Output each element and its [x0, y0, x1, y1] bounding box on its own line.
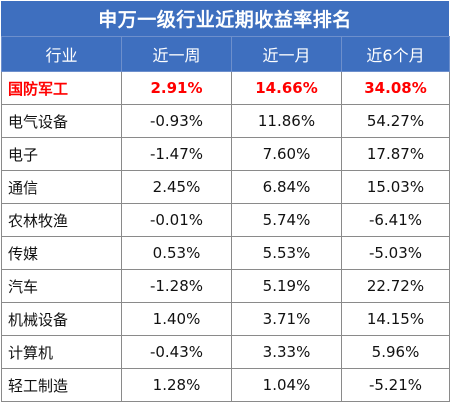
table-row: 传媒 0.53% 5.53% -5.03%	[1, 236, 450, 270]
cell-industry: 农林牧渔	[1, 203, 122, 237]
cell-half-year: 15.03%	[341, 170, 450, 204]
table-row: 计算机 -0.43% 3.33% 5.96%	[1, 335, 450, 369]
cell-industry: 通信	[1, 170, 122, 204]
cell-month: 3.71%	[231, 302, 342, 336]
cell-month: 5.19%	[231, 269, 342, 303]
table-title: 申万一级行业近期收益率排名	[1, 1, 449, 36]
cell-half-year: 17.87%	[341, 137, 450, 171]
cell-week: -0.93%	[121, 104, 232, 138]
cell-week: 0.53%	[121, 236, 232, 270]
cell-half-year: 5.96%	[341, 335, 450, 369]
cell-industry: 电子	[1, 137, 122, 171]
industry-return-table: 行业 近一周 近一月 近6个月 国防军工 2.91% 14.66% 34.08%…	[1, 36, 450, 402]
cell-week: 2.91%	[121, 71, 232, 105]
cell-half-year: 14.15%	[341, 302, 450, 336]
cell-industry: 传媒	[1, 236, 122, 270]
table-row: 机械设备 1.40% 3.71% 14.15%	[1, 302, 450, 336]
table-row: 电气设备 -0.93% 11.86% 54.27%	[1, 104, 450, 138]
cell-half-year: 34.08%	[341, 71, 450, 105]
cell-month: 7.60%	[231, 137, 342, 171]
cell-industry: 国防军工	[1, 71, 122, 105]
cell-week: -1.47%	[121, 137, 232, 171]
table-row: 电子 -1.47% 7.60% 17.87%	[1, 137, 450, 171]
cell-industry: 机械设备	[1, 302, 122, 336]
cell-month: 6.84%	[231, 170, 342, 204]
cell-month: 11.86%	[231, 104, 342, 138]
cell-week: 1.40%	[121, 302, 232, 336]
cell-week: -1.28%	[121, 269, 232, 303]
cell-month: 3.33%	[231, 335, 342, 369]
table-row: 汽车 -1.28% 5.19% 22.72%	[1, 269, 450, 303]
cell-industry: 轻工制造	[1, 368, 122, 402]
cell-half-year: -5.21%	[341, 368, 450, 402]
cell-week: -0.43%	[121, 335, 232, 369]
cell-industry: 电气设备	[1, 104, 122, 138]
cell-week: 2.45%	[121, 170, 232, 204]
cell-industry: 计算机	[1, 335, 122, 369]
header-week: 近一周	[121, 36, 232, 72]
table-row: 通信 2.45% 6.84% 15.03%	[1, 170, 450, 204]
table-body: 国防军工 2.91% 14.66% 34.08% 电气设备 -0.93% 11.…	[1, 71, 450, 402]
cell-half-year: -5.03%	[341, 236, 450, 270]
cell-month: 14.66%	[231, 71, 342, 105]
header-row: 行业 近一周 近一月 近6个月	[1, 36, 450, 72]
cell-month: 1.04%	[231, 368, 342, 402]
cell-industry: 汽车	[1, 269, 122, 303]
cell-month: 5.74%	[231, 203, 342, 237]
cell-half-year: 54.27%	[341, 104, 450, 138]
table-row: 轻工制造 1.28% 1.04% -5.21%	[1, 368, 450, 402]
cell-half-year: 22.72%	[341, 269, 450, 303]
cell-week: -0.01%	[121, 203, 232, 237]
cell-half-year: -6.41%	[341, 203, 450, 237]
cell-month: 5.53%	[231, 236, 342, 270]
cell-week: 1.28%	[121, 368, 232, 402]
header-month: 近一月	[231, 36, 342, 72]
table-row: 国防军工 2.91% 14.66% 34.08%	[1, 71, 450, 105]
table-row: 农林牧渔 -0.01% 5.74% -6.41%	[1, 203, 450, 237]
header-industry: 行业	[1, 36, 122, 72]
header-half-year: 近6个月	[341, 36, 450, 72]
